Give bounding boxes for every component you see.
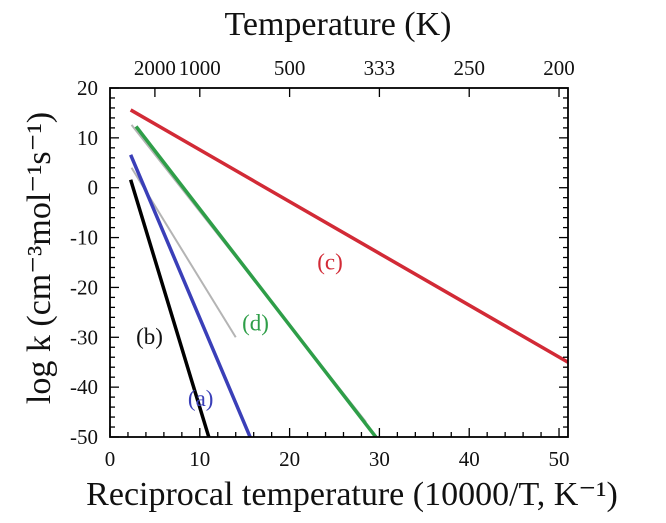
plot-area: (a) (b) (c) (d) [109, 87, 569, 438]
series-label-c: (c) [317, 250, 343, 275]
top-axis-title: Temperature (K) [225, 6, 452, 43]
y-tick-label: -30 [70, 325, 98, 349]
top-tick-label: 500 [274, 56, 306, 80]
plot-frame [109, 87, 569, 438]
top-tick-label: 200 [543, 56, 575, 80]
y-tick-label: -10 [70, 226, 98, 250]
y-tick-label: 0 [88, 176, 99, 200]
top-ticks: 2000 1000 500 333 250 200 [134, 56, 575, 97]
x-tick-label: 50 [549, 447, 570, 471]
series-line-c [129, 108, 568, 364]
top-tick-label: 2000 [134, 56, 176, 80]
x-tick-label: 0 [105, 447, 116, 471]
x-axis-title: Reciprocal temperature (10000/T, K⁻¹) [86, 476, 618, 513]
x-tick-label: 40 [459, 447, 480, 471]
series-line-a [129, 154, 252, 437]
series-line-d [134, 125, 378, 437]
series-label-a: (a) [188, 386, 214, 411]
y-tick-label: -50 [70, 425, 98, 449]
series-label-d: (d) [242, 310, 269, 335]
top-tick-label: 1000 [179, 56, 221, 80]
y-axis-title: log k (cm⁻³mol⁻¹s⁻¹) [21, 112, 58, 404]
x-tick-label: 30 [369, 447, 390, 471]
series-label-b: (b) [136, 324, 163, 349]
y-tick-label: -20 [70, 275, 98, 299]
x-tick-label: 10 [189, 447, 210, 471]
top-tick-label: 250 [453, 56, 485, 80]
y-tick-label: 20 [77, 76, 98, 100]
y-tick-label: -40 [70, 375, 98, 399]
y-tick-label: 10 [77, 126, 98, 150]
series-group [128, 108, 568, 437]
top-tick-label: 333 [364, 56, 396, 80]
x-ticks: 0 10 20 30 40 50 [105, 428, 570, 471]
x-tick-label: 20 [279, 447, 300, 471]
y-ticks: 20 10 0 -10 -20 -30 -40 -50 [70, 76, 568, 449]
series-line-b [128, 179, 211, 437]
